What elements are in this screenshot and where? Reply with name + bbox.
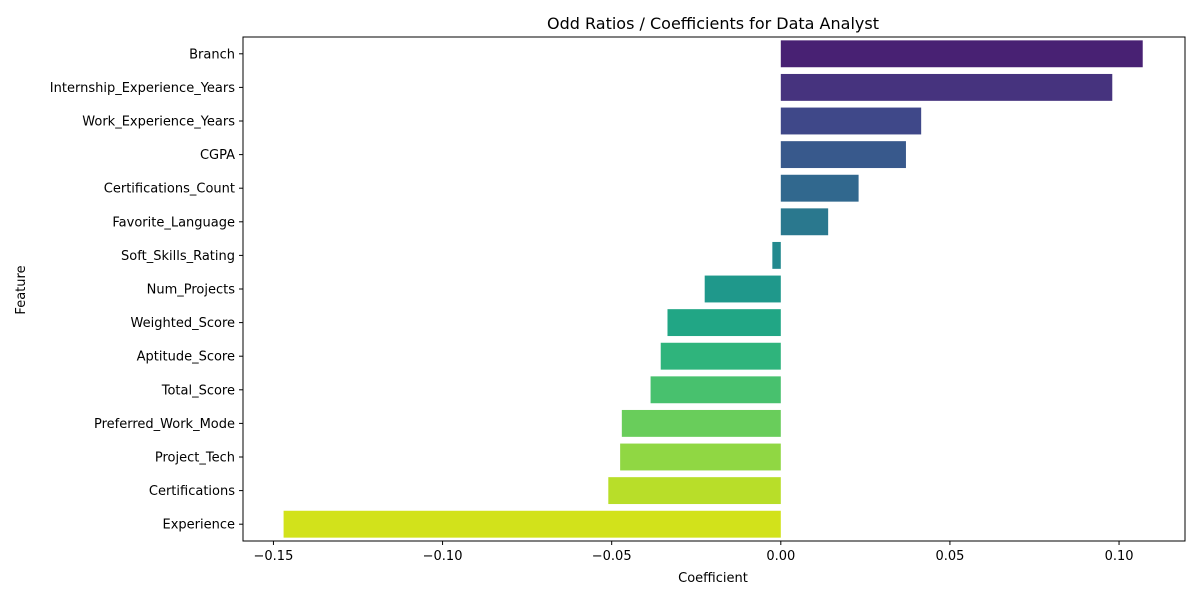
bar-total-score — [650, 376, 781, 404]
x-tick-label: −0.15 — [254, 549, 294, 564]
x-tick-group: −0.15 −0.10 −0.05 0.00 0.05 0.10 — [254, 541, 1134, 564]
bar-project-tech — [620, 443, 781, 471]
y-axis-label: Feature — [14, 265, 29, 314]
bar-cgpa — [780, 141, 906, 169]
y-tick-label: Weighted_Score — [131, 316, 235, 331]
x-tick-label: −0.05 — [592, 549, 632, 564]
bar-aptitude-score — [660, 342, 781, 370]
y-tick-label: CGPA — [200, 148, 235, 163]
y-tick-label: Branch — [189, 47, 235, 62]
y-tick-label: Total_Score — [161, 383, 235, 398]
y-tick-label: Preferred_Work_Mode — [94, 417, 235, 432]
bar-branch — [780, 40, 1143, 68]
bar-weighted-score — [667, 309, 781, 337]
bar-internship-experience-years — [780, 73, 1113, 101]
y-tick-label: Internship_Experience_Years — [50, 81, 235, 96]
x-tick-label: 0.10 — [1105, 549, 1134, 564]
x-tick-label: 0.05 — [935, 549, 964, 564]
bar-experience — [283, 510, 781, 538]
bar-certifications-count — [780, 174, 859, 202]
y-tick-label: Soft_Skills_Rating — [121, 249, 235, 264]
bar-preferred-work-mode — [621, 409, 781, 437]
y-tick-label: Aptitude_Score — [137, 350, 235, 365]
y-tick-group: Branch Internship_Experience_Years Work_Ex… — [50, 47, 243, 533]
bar-certifications — [608, 477, 781, 505]
bar-work-experience-years — [780, 107, 922, 135]
plot-frame — [242, 36, 1186, 542]
x-tick-label: 0.00 — [766, 549, 795, 564]
y-tick-label: Certifications_Count — [104, 182, 235, 197]
y-tick-label: Experience — [163, 518, 236, 533]
chart-title: Odd Ratios / Coefficients for Data Analy… — [547, 14, 879, 33]
bar-num-projects — [704, 275, 781, 303]
x-axis-label: Coefficient — [678, 571, 748, 586]
bar-soft-skills-rating — [772, 241, 781, 269]
y-tick-label: Project_Tech — [155, 451, 235, 466]
bars-group — [283, 40, 1143, 538]
bar-favorite-language — [780, 208, 829, 236]
y-tick-label: Favorite_Language — [112, 215, 235, 230]
x-tick-label: −0.10 — [423, 549, 463, 564]
y-tick-label: Work_Experience_Years — [82, 115, 235, 130]
y-tick-label: Num_Projects — [147, 283, 236, 298]
y-tick-label: Certifications — [149, 484, 235, 499]
